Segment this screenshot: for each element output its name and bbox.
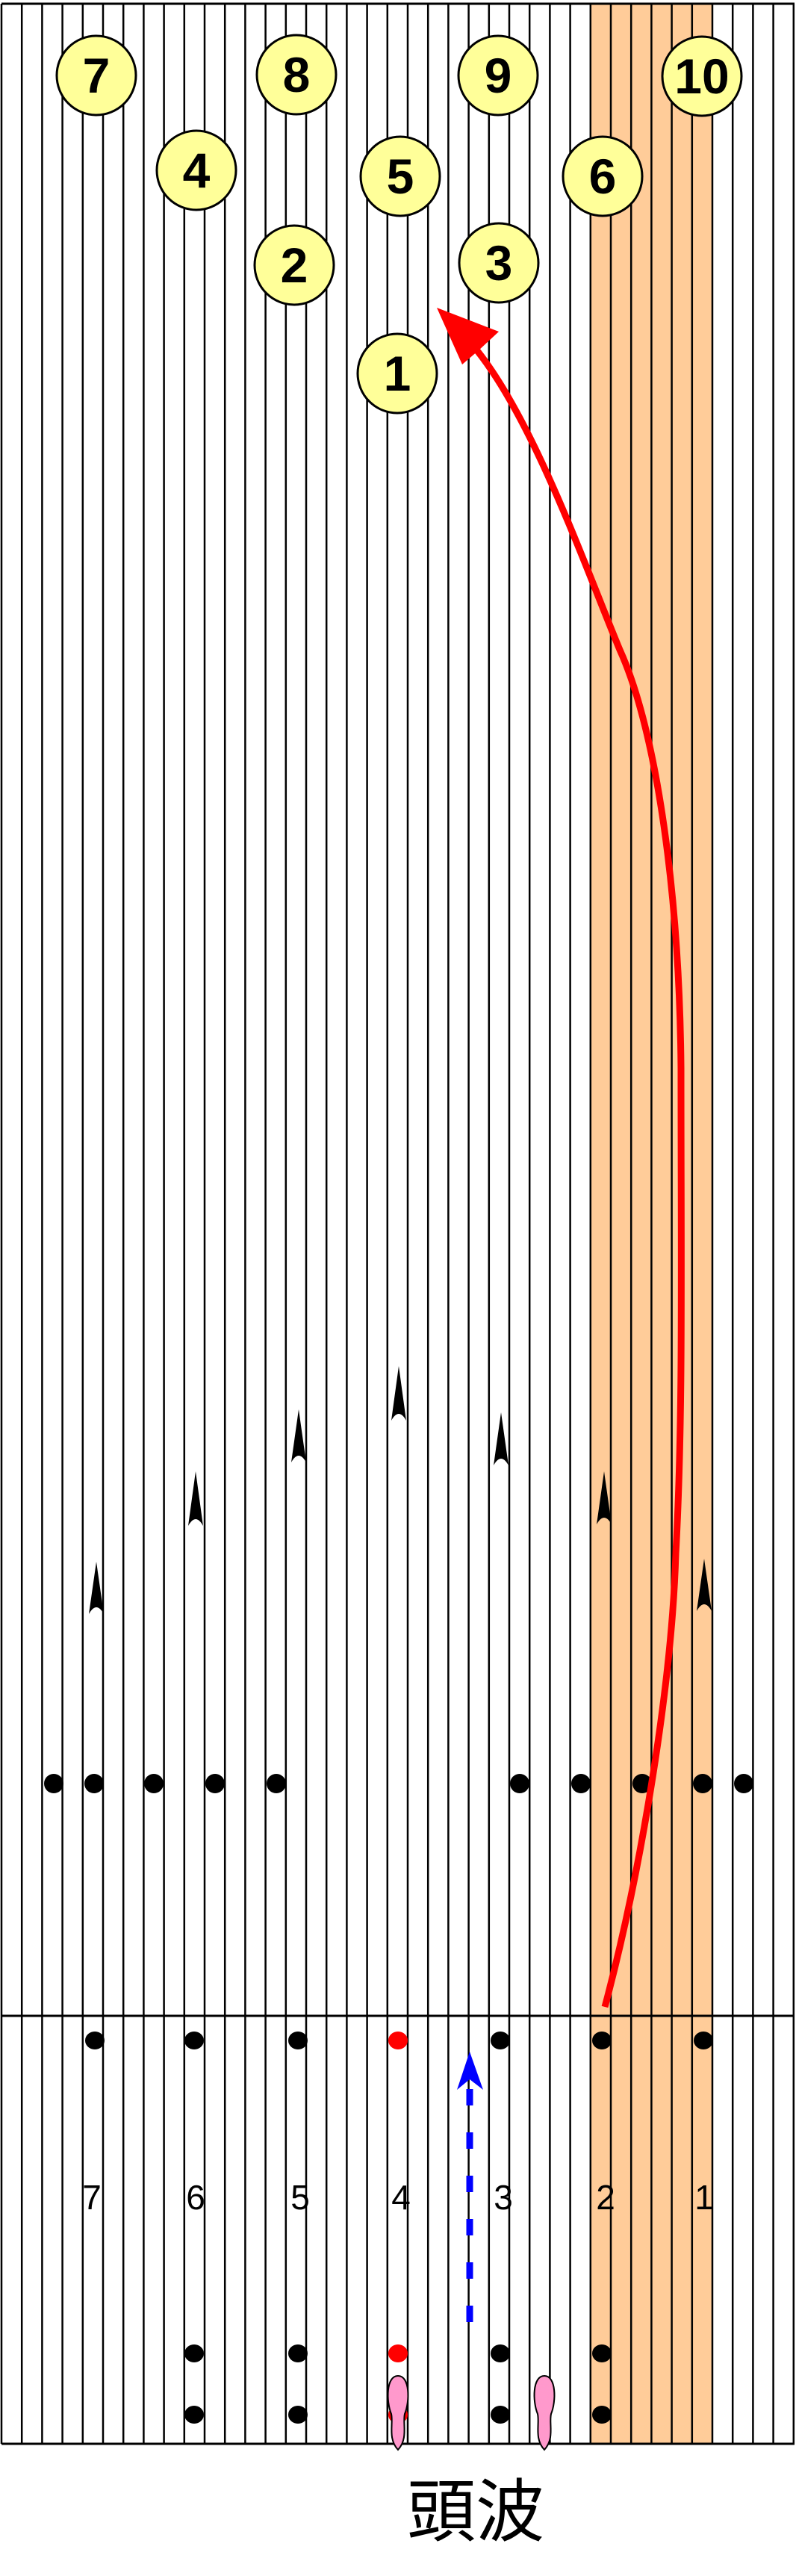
lane-dot	[632, 1774, 652, 1793]
pin-label: 4	[183, 143, 211, 198]
arrow-number-label: 3	[494, 2178, 513, 2217]
approach-dot	[288, 2032, 308, 2049]
approach-dot	[491, 2344, 510, 2362]
footprint	[387, 2374, 409, 2451]
arrow-number-label: 4	[391, 2178, 411, 2217]
lane-dot	[693, 1774, 712, 1793]
pin-label: 7	[83, 48, 111, 103]
arrow-number-label: 5	[290, 2178, 310, 2217]
range-arrow-marker	[391, 1366, 406, 1421]
pin-label: 10	[674, 49, 729, 104]
range-arrow-marker	[89, 1562, 104, 1614]
approach-dot	[184, 2344, 204, 2362]
pin-10	[661, 35, 743, 117]
target-line-arrow	[457, 2052, 483, 2322]
approach-arrow-labels: 7 6 5 4 3 2 1	[82, 2178, 714, 2217]
footprint	[533, 2374, 556, 2451]
pin-4	[155, 129, 237, 211]
range-arrow-marker	[188, 1471, 203, 1526]
pin-3	[458, 222, 540, 304]
approach-dot	[491, 2406, 510, 2424]
pin-label: 3	[485, 235, 513, 291]
ball-path-arrowhead	[437, 308, 499, 364]
pin-5	[359, 135, 441, 217]
pin-label: 6	[589, 149, 617, 204]
pin-label: 5	[387, 149, 414, 204]
approach-dot	[184, 2032, 204, 2049]
pin-2	[253, 224, 335, 306]
lane-dot	[84, 1774, 104, 1793]
approach-dot	[288, 2406, 308, 2424]
approach-dot	[592, 2344, 612, 2362]
approach-dot	[592, 2406, 612, 2424]
lane-dot	[44, 1774, 63, 1793]
board-lines	[0, 4, 795, 2444]
pin-7	[55, 34, 137, 117]
lane-dot	[267, 1774, 286, 1793]
arrow-number-label: 1	[694, 2178, 714, 2217]
approach-dot	[388, 2032, 408, 2049]
pin-label: 8	[283, 47, 311, 102]
caption: 頭波	[407, 2472, 544, 2552]
pin-9	[457, 34, 539, 117]
approach-dot	[694, 2032, 713, 2049]
lane-dot	[734, 1774, 753, 1793]
range-arrow-marker	[597, 1471, 612, 1524]
range-arrow-marker	[291, 1409, 306, 1462]
lane-dot	[510, 1774, 529, 1793]
arrow-number-label: 6	[186, 2178, 205, 2217]
approach-dot	[288, 2344, 308, 2362]
pin-label: 1	[384, 346, 411, 401]
lane-dot	[571, 1774, 591, 1793]
lane-dot	[205, 1774, 225, 1793]
approach-dot	[184, 2406, 204, 2424]
lane-dot	[144, 1774, 164, 1793]
arrow-number-label: 2	[596, 2178, 615, 2217]
pin-rack: 1 2 3 4 5 6 7 8 9 10	[55, 34, 743, 415]
approach-dot	[388, 2344, 408, 2362]
pin-6	[562, 135, 644, 217]
pin-1	[356, 332, 438, 415]
pin-label: 2	[281, 238, 308, 293]
approach-dot	[592, 2032, 612, 2049]
pin-label: 9	[485, 48, 512, 103]
target-line-arrowhead	[457, 2052, 483, 2090]
pin-8	[255, 34, 338, 116]
lane-markers	[44, 1366, 753, 2424]
footprints	[387, 2374, 556, 2451]
range-arrow-marker	[494, 1412, 509, 1465]
arrow-number-label: 7	[82, 2178, 102, 2217]
approach-dot	[491, 2032, 510, 2049]
range-arrow-marker	[697, 1559, 712, 1611]
ball-path-arrow	[454, 326, 685, 2008]
approach-dot	[85, 2032, 105, 2049]
